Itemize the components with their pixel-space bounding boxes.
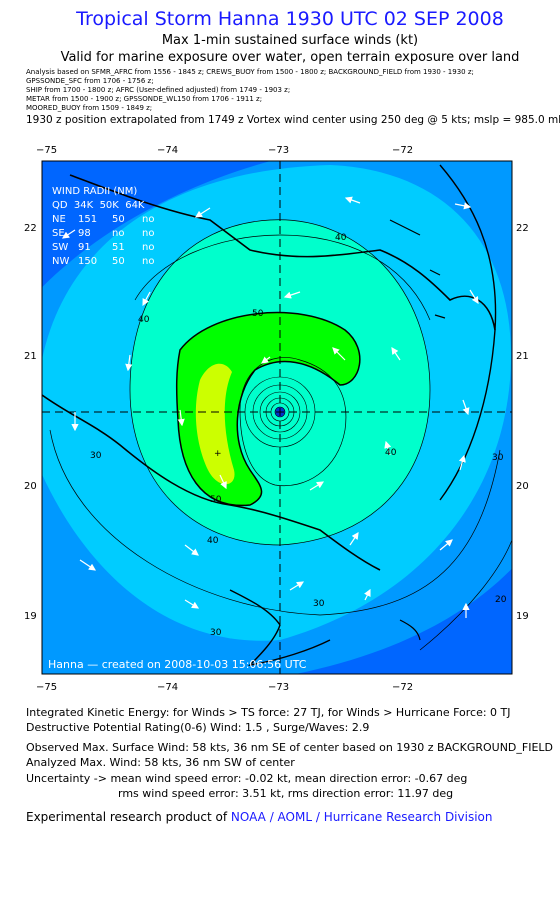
lon-tick-top-73: −73 — [268, 145, 289, 156]
contour-label-40-north: 40 — [335, 233, 347, 243]
credit-prefix: Experimental research product of — [26, 810, 231, 824]
wind-radii-50k-nw: 50 — [112, 256, 125, 267]
wind-radii-34k-nw: 150 — [78, 256, 97, 267]
wind-radii-qd-ne: NE — [52, 214, 66, 225]
wind-radii-table: WIND RADII (NM) QD 34K 50K 64K NE 151 50… — [52, 186, 154, 267]
wind-radii-34k-se: 98 — [78, 228, 91, 239]
lat-tick-right-22: 22 — [516, 223, 529, 234]
lon-tick-bottom-72: −72 — [392, 682, 413, 693]
contour-label-40-east: 40 — [385, 448, 397, 458]
wind-radii-34k-ne: 151 — [78, 214, 97, 225]
coastline-islands — [389, 219, 446, 641]
contour-inner-45 — [239, 357, 347, 487]
analyzed-max-line: Analyzed Max. Wind: 58 kts, 36 nm SW of … — [26, 756, 295, 769]
page-title: Tropical Storm Hanna 1930 UTC 02 SEP 200… — [76, 8, 504, 30]
contour-30 — [49, 429, 501, 616]
creation-stamp: Hanna — created on 2008-10-03 15:06:56 U… — [48, 658, 307, 671]
wind-band-55 — [195, 363, 235, 485]
lon-tick-top-74: −74 — [157, 145, 178, 156]
source-line-4: METAR from 1500 - 1900 z; GPSSONDE_WL150… — [26, 95, 263, 103]
contour-label-30-southeast: 30 — [313, 599, 325, 609]
lon-tick-bottom-73: −73 — [268, 682, 289, 693]
lat-tick-left-22: 22 — [24, 223, 37, 234]
lon-tick-top-75: −75 — [36, 145, 57, 156]
contour-inner-30 — [259, 391, 301, 433]
wind-radii-header: WIND RADII (NM) — [52, 186, 137, 197]
subtitle-winds: Max 1-min sustained surface winds (kt) — [161, 33, 419, 48]
wind-radii-50k-ne: 50 — [112, 214, 125, 225]
wind-radii-50k-se: no — [112, 228, 124, 239]
contour-label-20: 20 — [495, 595, 507, 605]
contour-label-40-south: 40 — [207, 536, 219, 546]
wind-radii-34k-sw: 91 — [78, 242, 91, 253]
lat-tick-left-20: 20 — [24, 481, 37, 492]
subtitle-exposure: Valid for marine exposure over water, op… — [60, 50, 520, 65]
contour-40-outer — [134, 234, 431, 321]
map-frame — [41, 160, 513, 675]
wind-map: + 40 — [24, 145, 529, 693]
lon-tick-bottom-75: −75 — [36, 682, 57, 693]
source-line-3: SHIP from 1700 - 1800 z; AFRC (User-defi… — [26, 86, 291, 94]
wind-radii-qd-sw: SW — [52, 242, 68, 253]
lat-tick-right-21: 21 — [516, 351, 529, 362]
credit-line: Experimental research product of NOAA / … — [26, 810, 492, 824]
hrd-link[interactable]: NOAA / AOML / Hurricane Research Divisio… — [230, 810, 493, 824]
lon-tick-bottom-74: −74 — [157, 682, 178, 693]
lat-tick-right-19: 19 — [516, 611, 529, 622]
wind-radii-64k-ne: no — [142, 214, 154, 225]
lat-tick-right-20: 20 — [516, 481, 529, 492]
extrapolation-note: 1930 z position extrapolated from 1749 z… — [26, 114, 560, 126]
lon-tick-top-72: −72 — [392, 145, 413, 156]
analyzed-max-marker: + — [214, 449, 222, 459]
lat-tick-left-21: 21 — [24, 351, 37, 362]
uncertainty-mean-line: Uncertainty -> mean wind speed error: -0… — [26, 772, 468, 785]
source-line-2: GPSSONDE_SFC from 1706 - 1756 z; — [26, 77, 154, 85]
contour-label-30-west: 30 — [90, 451, 102, 461]
wind-radii-qd-se: SE — [52, 228, 65, 239]
wind-radii-64k-nw: no — [142, 256, 154, 267]
ike-line: Integrated Kinetic Energy: for Winds > T… — [26, 706, 511, 719]
wind-radii-qd-nw: NW — [52, 256, 69, 267]
wind-radii-columns: QD 34K 50K 64K — [52, 200, 145, 211]
wind-radii-64k-se: no — [142, 228, 154, 239]
contour-label-50-north: 50 — [252, 309, 264, 319]
coastline-cuba-south — [42, 394, 381, 571]
wind-radii-50k-sw: 51 — [112, 242, 125, 253]
contour-label-50-south: 50 — [210, 495, 222, 505]
source-line-1: Analysis based on SFMR_AFRC from 1556 - … — [26, 68, 474, 76]
coastline-haiti — [229, 589, 331, 667]
coastline-cuba-north — [69, 174, 496, 331]
observed-max-line: Observed Max. Surface Wind: 58 kts, 36 n… — [26, 741, 554, 754]
contour-label-30-east: 30 — [492, 453, 504, 463]
source-line-5: MOORED_BUOY from 1509 - 1849 z; — [26, 104, 153, 112]
wind-vectors — [62, 196, 479, 618]
wind-radii-64k-sw: no — [142, 242, 154, 253]
lat-tick-left-19: 19 — [24, 611, 37, 622]
contour-label-40-west: 40 — [138, 315, 150, 325]
contour-20 — [419, 539, 512, 651]
contour-label-30-south: 30 — [210, 628, 222, 638]
dpr-line: Destructive Potential Rating(0-6) Wind: … — [26, 721, 370, 734]
uncertainty-rms-line: rms wind speed error: 3.51 kt, rms direc… — [118, 787, 454, 800]
